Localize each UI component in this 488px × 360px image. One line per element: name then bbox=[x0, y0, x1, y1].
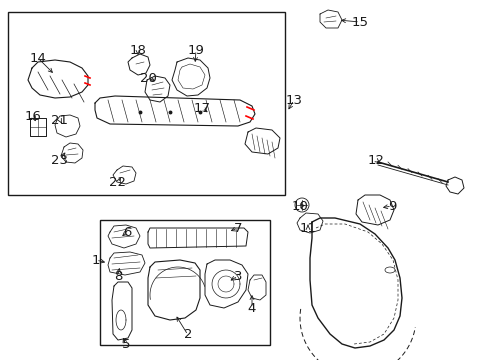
Text: 19: 19 bbox=[187, 44, 204, 57]
Text: 2: 2 bbox=[183, 328, 192, 342]
Text: 8: 8 bbox=[114, 270, 122, 283]
Text: 12: 12 bbox=[367, 153, 384, 166]
Text: 13: 13 bbox=[285, 94, 302, 107]
Bar bbox=[100, 220, 269, 345]
Text: 3: 3 bbox=[233, 270, 242, 283]
Text: 16: 16 bbox=[24, 109, 41, 122]
Text: 14: 14 bbox=[29, 51, 46, 64]
Text: 17: 17 bbox=[193, 102, 210, 114]
Text: 21: 21 bbox=[51, 113, 68, 126]
Text: 20: 20 bbox=[139, 72, 156, 85]
Text: 5: 5 bbox=[122, 338, 130, 351]
Text: 15: 15 bbox=[351, 15, 368, 28]
Text: 23: 23 bbox=[51, 153, 68, 166]
Text: 6: 6 bbox=[122, 225, 131, 238]
Text: 10: 10 bbox=[291, 199, 308, 212]
Text: 18: 18 bbox=[129, 44, 146, 57]
Text: 22: 22 bbox=[109, 176, 126, 189]
Text: 1: 1 bbox=[92, 253, 100, 266]
Bar bbox=[8, 12, 285, 195]
Text: 9: 9 bbox=[387, 199, 395, 212]
Text: 11: 11 bbox=[299, 221, 316, 234]
Text: 7: 7 bbox=[233, 221, 242, 234]
Text: 4: 4 bbox=[247, 302, 256, 315]
